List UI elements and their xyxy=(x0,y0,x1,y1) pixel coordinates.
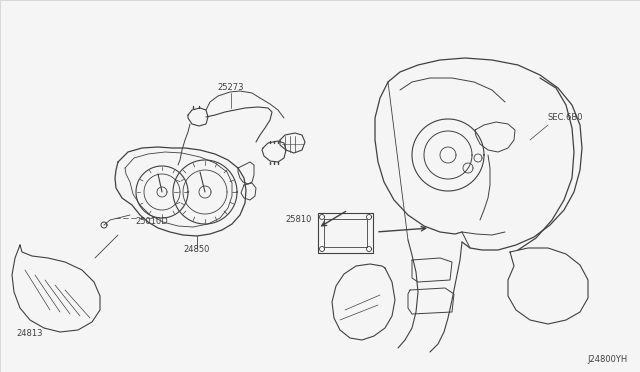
Text: SEC.6B0: SEC.6B0 xyxy=(548,113,584,122)
Text: 25010D: 25010D xyxy=(135,217,168,226)
Text: 25273: 25273 xyxy=(218,83,244,92)
Text: 24850: 24850 xyxy=(184,245,210,254)
Text: 24813: 24813 xyxy=(17,329,44,338)
Text: 25810: 25810 xyxy=(285,215,312,224)
Text: J24800YH: J24800YH xyxy=(588,356,628,365)
